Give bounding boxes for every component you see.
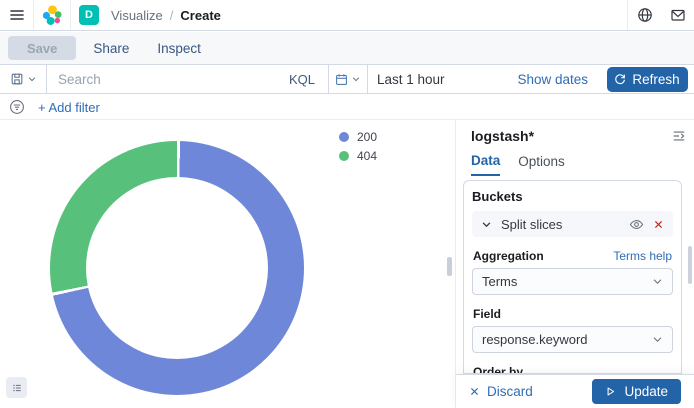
elastic-logo[interactable] — [34, 0, 70, 30]
update-button[interactable]: Update — [592, 379, 681, 404]
top-nav: D Visualize / Create — [0, 0, 694, 31]
add-filter-button[interactable]: + Add filter — [38, 99, 100, 115]
show-dates-button[interactable]: Show dates — [517, 72, 600, 87]
refresh-icon — [615, 74, 626, 85]
nav-divider — [627, 0, 628, 30]
legend-label: 200 — [357, 129, 378, 144]
field-label-row: Field — [473, 307, 672, 321]
refresh-button[interactable]: Refresh — [606, 66, 688, 92]
remove-bucket-icon[interactable] — [653, 219, 664, 230]
breadcrumb-create: Create — [180, 7, 221, 23]
nav-divider — [33, 0, 34, 30]
share-button[interactable]: Share — [82, 41, 140, 56]
hamburger-menu-icon[interactable] — [0, 0, 33, 30]
legend-swatch — [339, 150, 349, 161]
space-avatar[interactable]: D — [79, 5, 99, 25]
editor-tabs: Data Options — [471, 153, 565, 176]
toggle-visibility-eye-icon[interactable] — [629, 217, 644, 232]
field-value: response.keyword — [482, 332, 588, 347]
time-range-value[interactable]: Last 1 hour — [377, 71, 445, 87]
sidebar-scrollbar[interactable] — [688, 246, 692, 284]
split-slices-row[interactable]: Split slices — [472, 211, 673, 237]
aggregation-select[interactable]: Terms — [472, 268, 673, 295]
play-icon — [608, 387, 615, 396]
donut-hole — [86, 177, 268, 359]
breadcrumb-visualize[interactable]: Visualize — [111, 7, 163, 23]
close-icon — [470, 387, 479, 396]
query-divider — [328, 65, 329, 93]
legend-item-200[interactable]: 200 — [339, 127, 377, 146]
filter-bar: + Add filter — [0, 95, 694, 120]
discard-label: Discard — [487, 384, 533, 399]
collapse-panel-icon[interactable] — [672, 129, 686, 143]
breadcrumb: Visualize / Create — [111, 8, 221, 23]
nav-divider — [70, 0, 71, 30]
newsfeed-mail-icon[interactable] — [661, 0, 694, 30]
order-by-label-row: Order by — [473, 365, 672, 374]
vis-editor-sidebar: logstash* Data Options Buckets Split sli… — [455, 120, 694, 408]
aggregation-label-row: Aggregation Terms help — [473, 249, 672, 263]
query-language-button[interactable]: KQL — [288, 71, 315, 87]
buckets-heading: Buckets — [472, 189, 523, 204]
split-slices-label: Split slices — [501, 216, 563, 232]
terms-help-link[interactable]: Terms help — [613, 249, 672, 263]
inspect-button[interactable]: Inspect — [146, 41, 212, 56]
buckets-card: Buckets Split slices Aggre — [463, 180, 682, 374]
legend-toggle-button[interactable] — [6, 377, 27, 398]
aggregation-label: Aggregation — [473, 249, 544, 263]
time-range-section: Last 1 hour Show dates — [368, 65, 600, 93]
saved-query-menu-button[interactable] — [0, 65, 47, 93]
update-label: Update — [624, 384, 668, 399]
date-picker-button[interactable] — [329, 65, 368, 93]
chevron-down-icon — [482, 221, 491, 227]
index-pattern-title: logstash* — [471, 128, 535, 144]
chevron-down-icon — [653, 279, 662, 284]
refresh-wrap: Refresh — [600, 65, 694, 93]
tab-data[interactable]: Data — [471, 153, 501, 176]
save-query-icon — [11, 73, 22, 85]
chevron-down-icon — [653, 337, 662, 342]
list-icon — [12, 384, 21, 391]
sidebar-header: logstash* — [471, 128, 686, 144]
field-select[interactable]: response.keyword — [472, 326, 673, 353]
help-globe-icon[interactable] — [628, 0, 661, 30]
aggregation-value: Terms — [482, 274, 518, 289]
calendar-icon — [336, 73, 347, 85]
field-label: Field — [473, 307, 502, 321]
filter-options-icon[interactable] — [9, 99, 25, 115]
panel-resize-handle[interactable] — [447, 257, 452, 276]
chevron-down-icon — [28, 77, 35, 82]
tab-options[interactable]: Options — [518, 153, 565, 176]
query-bar: KQL Last 1 hour Show dates Refresh — [0, 64, 694, 94]
save-button[interactable]: Save — [8, 36, 77, 60]
order-by-label: Order by — [473, 365, 524, 374]
chart-legend: 200 404 — [339, 127, 377, 165]
search-input[interactable] — [47, 65, 276, 93]
chevron-down-icon — [352, 77, 360, 82]
legend-item-404[interactable]: 404 — [339, 146, 377, 165]
refresh-label: Refresh — [632, 71, 680, 87]
discard-button[interactable]: Discard — [469, 384, 533, 399]
legend-label: 404 — [357, 148, 378, 163]
breadcrumb-separator: / — [169, 7, 174, 23]
visualize-toolbar: Save Share Inspect — [0, 32, 694, 64]
legend-swatch — [339, 131, 349, 142]
donut-chart[interactable] — [50, 141, 304, 395]
sidebar-action-bar: Discard Update — [456, 374, 694, 408]
